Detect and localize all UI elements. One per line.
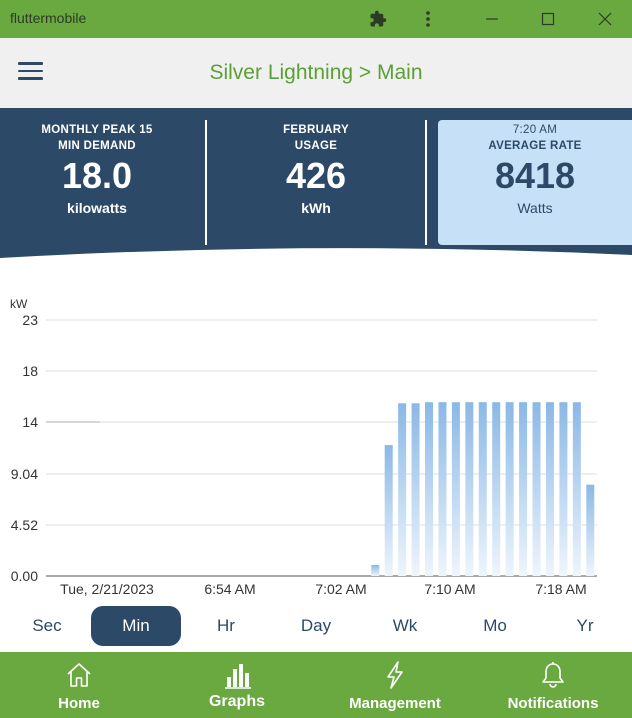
bottom-navigation: Home Graphs Management Notifications (0, 652, 632, 718)
stat-label: MONTHLY PEAK 15 (41, 124, 153, 136)
nav-label: Home (58, 695, 100, 712)
chart-bar[interactable] (425, 402, 434, 576)
maximize-icon[interactable] (534, 6, 562, 32)
nav-label: Management (349, 695, 441, 712)
y-tick-label: 18 (22, 363, 38, 379)
nav-management[interactable]: Management (316, 652, 474, 718)
y-tick-label: 14 (22, 414, 38, 430)
app-bar: Silver Lightning > Main (0, 38, 632, 108)
nav-graphs[interactable]: Graphs (158, 652, 316, 718)
y-tick-label: 9.04 (11, 466, 38, 482)
chart-bar[interactable] (572, 402, 581, 576)
chart-bar[interactable] (586, 484, 595, 576)
y-tick-label: 0.00 (11, 568, 38, 584)
nav-label: Notifications (507, 695, 599, 712)
stat-divider (205, 120, 207, 245)
chart-bar[interactable] (505, 402, 514, 576)
chart-bar[interactable] (384, 445, 393, 576)
window-titlebar: fluttermobile (0, 0, 632, 38)
chart-bar[interactable] (371, 565, 380, 576)
nav-notifications[interactable]: Notifications (474, 652, 632, 718)
chart-bar[interactable] (438, 402, 447, 576)
range-day[interactable]: Day (300, 616, 332, 635)
range-yr[interactable]: Yr (576, 616, 594, 635)
stat-label: MIN DEMAND (58, 140, 136, 152)
page-title: Silver Lightning > Main (209, 61, 423, 84)
chart-bar[interactable] (492, 402, 501, 576)
stat-label: FEBRUARY (283, 124, 349, 136)
chart-bar[interactable] (478, 402, 487, 576)
stat-unit: Watts (517, 200, 553, 216)
chart-bar[interactable] (559, 402, 568, 576)
chart-bar[interactable] (398, 403, 407, 576)
chart-bar[interactable] (545, 402, 554, 576)
minimize-icon[interactable] (478, 6, 506, 32)
range-min[interactable]: Min (91, 606, 181, 646)
stat-average-rate[interactable]: 7:20 AM AVERAGE RATE 8418 Watts (438, 120, 632, 245)
stat-unit: kilowatts (67, 200, 127, 216)
stat-value: 18.0 (61, 155, 133, 196)
y-tick-label: 4.52 (11, 517, 38, 533)
range-hr[interactable]: Hr (217, 616, 235, 635)
close-icon[interactable] (591, 6, 619, 32)
chart-bar[interactable] (411, 403, 420, 576)
x-tick-label: Tue, 2/21/2023 (60, 581, 154, 597)
x-tick-label: 7:10 AM (424, 581, 475, 597)
stat-label: AVERAGE RATE (488, 140, 582, 152)
nav-label: Graphs (208, 693, 265, 710)
chart-bar[interactable] (465, 402, 474, 576)
window-title: fluttermobile (10, 10, 87, 26)
y-tick-label: 23 (22, 312, 38, 328)
stat-label: 7:20 AM (512, 124, 558, 136)
bar-chart-icon (225, 664, 251, 689)
x-tick-label: 7:18 AM (535, 581, 586, 597)
bell-icon (542, 662, 564, 688)
nav-home[interactable]: Home (0, 652, 158, 718)
time-range-selector: Sec Min Hr Day Wk Mo Yr (0, 606, 632, 646)
chart-bar[interactable] (532, 402, 541, 576)
more-vert-icon[interactable] (414, 6, 442, 32)
x-tick-label: 6:54 AM (204, 581, 255, 597)
chart-bar[interactable] (451, 402, 460, 576)
hamburger-menu-icon[interactable] (18, 62, 46, 84)
chart-bar[interactable] (519, 402, 528, 576)
x-tick-label: 7:02 AM (315, 581, 366, 597)
power-chart[interactable]: kW 23 18 14 9.04 4.52 0.00 Tue, 2/21/2023 6:54 A… (0, 292, 632, 604)
stat-value: 8418 (494, 155, 576, 196)
stat-divider (425, 120, 427, 245)
y-axis-label: kW (10, 297, 28, 311)
stat-unit: kWh (301, 200, 331, 216)
stat-value: 426 (285, 155, 347, 196)
stats-banner: MONTHLY PEAK 15 MIN DEMAND 18.0 kilowatt… (0, 108, 632, 260)
stat-monthly-usage[interactable]: FEBRUARY USAGE 426 kWh (218, 108, 414, 216)
puzzle-icon[interactable] (364, 6, 392, 32)
stat-peak-demand[interactable]: MONTHLY PEAK 15 MIN DEMAND 18.0 kilowatt… (0, 108, 194, 216)
bolt-icon (387, 661, 403, 689)
home-icon (67, 663, 91, 687)
range-mo[interactable]: Mo (483, 616, 507, 635)
range-wk[interactable]: Wk (392, 616, 418, 635)
range-sec[interactable]: Sec (32, 616, 62, 635)
stat-label: USAGE (294, 140, 338, 152)
